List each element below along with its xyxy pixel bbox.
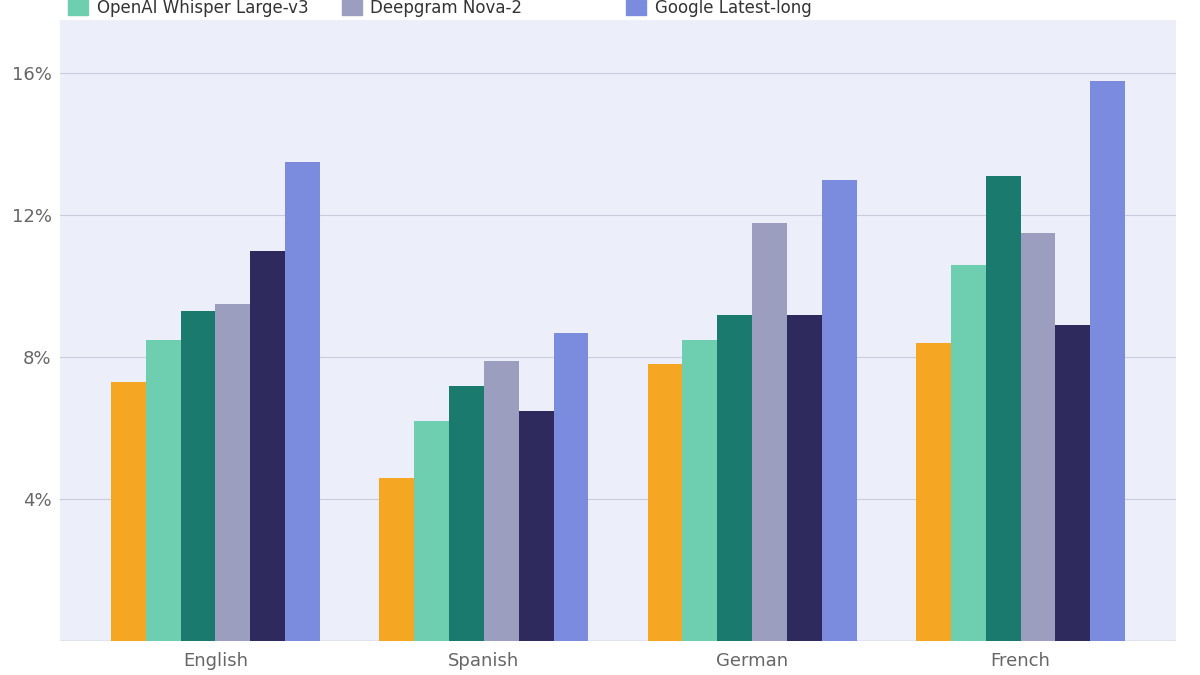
Bar <box>449 385 484 641</box>
Bar <box>752 223 787 641</box>
Bar <box>110 382 145 641</box>
Bar <box>553 333 588 641</box>
Bar <box>216 304 251 641</box>
Bar <box>414 421 449 641</box>
Bar <box>1020 233 1056 641</box>
Bar <box>145 340 180 641</box>
Bar <box>718 315 752 641</box>
Bar <box>822 180 857 641</box>
Bar <box>1056 325 1091 641</box>
Bar <box>518 410 553 641</box>
Bar <box>484 361 518 641</box>
Bar <box>1091 80 1126 641</box>
Bar <box>379 478 414 641</box>
Bar <box>787 315 822 641</box>
Bar <box>950 265 985 641</box>
Bar <box>648 364 683 641</box>
Legend: AssemblyAI Universal-1, OpenAI Whisper Large-v3, Microsoft Azure Batch v3.1, Dee: AssemblyAI Universal-1, OpenAI Whisper L… <box>68 0 811 17</box>
Bar <box>251 251 286 641</box>
Bar <box>985 176 1020 641</box>
Bar <box>180 311 216 641</box>
Bar <box>286 162 320 641</box>
Bar <box>916 343 950 641</box>
Bar <box>683 340 718 641</box>
